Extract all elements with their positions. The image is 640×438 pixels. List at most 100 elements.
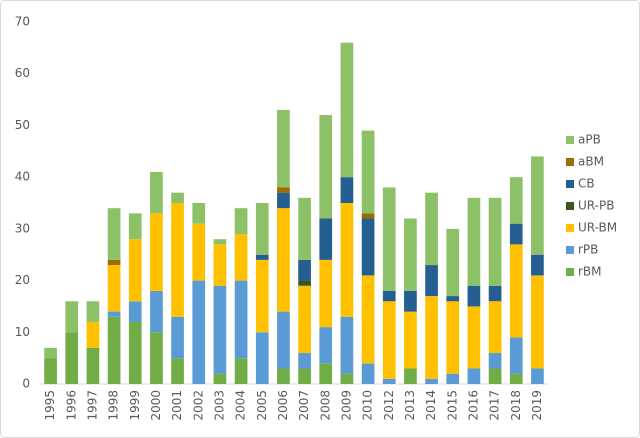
bar-segment <box>171 316 184 359</box>
bar-segment <box>107 259 121 266</box>
bar-segment <box>107 316 121 384</box>
bar-segment <box>509 177 523 224</box>
bar-segment <box>171 192 184 203</box>
x-tick-label: 1995 <box>43 390 57 421</box>
x-tick-label: 2013 <box>403 390 417 421</box>
bar-segment <box>234 358 248 384</box>
bar-segment <box>382 290 396 302</box>
bar-segment <box>319 218 333 260</box>
bar-segment <box>509 373 523 384</box>
x-tick-label: 2016 <box>466 390 480 421</box>
x-tick-label: 2019 <box>530 390 544 421</box>
x-tick-label: 2008 <box>318 390 332 421</box>
bar-segment <box>213 285 227 374</box>
bar-segment <box>65 301 79 333</box>
y-tick-label: 50 <box>15 118 30 132</box>
bar-segment <box>509 223 523 245</box>
bar-segment <box>255 259 269 333</box>
x-tick-label: 1996 <box>64 390 78 421</box>
bar-segment <box>382 378 396 384</box>
bar-segment <box>404 368 417 384</box>
x-tick-label: 2015 <box>445 390 459 421</box>
bar-segment <box>509 244 523 338</box>
bar-segment <box>488 197 502 286</box>
bar-segment <box>319 327 333 364</box>
legend-swatch <box>566 202 574 210</box>
bar-segment <box>234 280 248 359</box>
bar-segment <box>382 301 396 379</box>
x-tick-label: 1997 <box>85 390 99 421</box>
bar-segment <box>128 239 142 302</box>
x-tick-label: 2003 <box>212 390 226 421</box>
bar-segment <box>298 368 311 384</box>
bar-segment <box>277 208 290 312</box>
legend-swatch <box>566 136 574 144</box>
legend-label: aPB <box>578 133 601 147</box>
bar-segment <box>107 265 121 312</box>
bar-segment <box>86 321 100 348</box>
bar-segment <box>531 254 544 276</box>
y-tick-label: 0 <box>22 377 30 391</box>
bar-segment <box>298 352 311 369</box>
bar-segment <box>234 234 248 281</box>
bar-segment <box>340 316 354 374</box>
bar-segment <box>361 218 375 276</box>
x-tick-label: 2018 <box>509 390 523 421</box>
bar-segment <box>488 352 502 369</box>
x-tick-label: 1998 <box>107 390 121 421</box>
bar-segment <box>171 358 184 384</box>
bar-segment <box>298 285 311 353</box>
bar-segment <box>425 378 438 384</box>
bar-segment <box>255 332 269 384</box>
y-tick-label: 30 <box>15 221 30 235</box>
x-tick-label: 2004 <box>234 390 248 421</box>
bar-segment <box>467 306 481 369</box>
bar-segment <box>361 213 375 219</box>
bar-segment <box>128 321 142 384</box>
bar-segment <box>277 368 290 384</box>
bar-segment <box>382 187 396 291</box>
bar-segment <box>213 239 227 245</box>
bar-segment <box>531 368 544 384</box>
x-tick-label: 2012 <box>382 390 396 421</box>
bar-segment <box>488 285 502 302</box>
bar-segment <box>467 285 481 307</box>
bar-segment <box>446 296 460 302</box>
x-tick-label: 2014 <box>424 390 438 421</box>
bar-segment <box>107 208 121 260</box>
legend-swatch <box>566 268 574 276</box>
y-tick-label: 40 <box>15 170 30 184</box>
bar-segment <box>150 332 163 384</box>
x-tick-label: 2007 <box>297 390 311 421</box>
bar-segment <box>44 358 57 384</box>
legend-label: CB <box>578 177 595 191</box>
x-tick-label: 2005 <box>255 390 269 421</box>
x-tick-label: 1999 <box>128 390 142 421</box>
bar-segment <box>319 259 333 328</box>
bar-segment <box>86 301 100 322</box>
bar-segment <box>340 373 354 384</box>
x-tick-label: 2001 <box>170 390 184 421</box>
bar-segment <box>446 301 460 374</box>
bar-segment <box>213 244 227 286</box>
bar-segment <box>361 275 375 364</box>
bar-segment <box>404 290 417 312</box>
bar-segment <box>531 156 544 255</box>
bar-segment <box>107 311 121 317</box>
bar-segment <box>86 347 100 384</box>
legend-label: rPB <box>578 243 598 257</box>
legend-swatch <box>566 246 574 254</box>
bar-segment <box>171 203 184 317</box>
bar-segment <box>425 296 438 379</box>
bar-segment <box>213 373 227 384</box>
legend-label: UR-PB <box>578 199 614 213</box>
bar-segment <box>128 301 142 322</box>
bar-segment <box>128 213 142 240</box>
x-tick-label: 2002 <box>191 390 205 421</box>
bar-segment <box>340 177 354 203</box>
bar-segment <box>467 197 481 286</box>
bar-segment <box>298 259 311 281</box>
x-tick-label: 2010 <box>361 390 375 421</box>
y-tick-label: 20 <box>15 273 30 287</box>
